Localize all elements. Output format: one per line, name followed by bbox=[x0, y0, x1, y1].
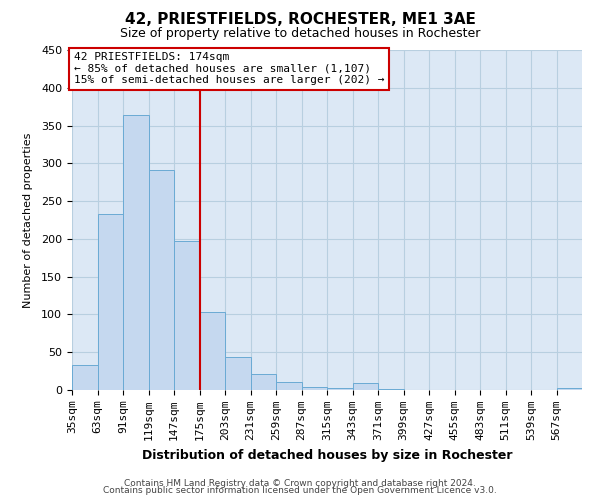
X-axis label: Distribution of detached houses by size in Rochester: Distribution of detached houses by size … bbox=[142, 448, 512, 462]
Text: Size of property relative to detached houses in Rochester: Size of property relative to detached ho… bbox=[120, 28, 480, 40]
Bar bbox=[302, 387, 327, 390]
Bar bbox=[199, 312, 225, 390]
Bar bbox=[149, 170, 174, 390]
Bar bbox=[276, 382, 302, 390]
Text: 42, PRIESTFIELDS, ROCHESTER, ME1 3AE: 42, PRIESTFIELDS, ROCHESTER, ME1 3AE bbox=[125, 12, 475, 28]
Bar bbox=[378, 389, 404, 390]
Bar bbox=[327, 388, 353, 390]
Text: Contains public sector information licensed under the Open Government Licence v3: Contains public sector information licen… bbox=[103, 486, 497, 495]
Bar bbox=[72, 365, 97, 390]
Text: Contains HM Land Registry data © Crown copyright and database right 2024.: Contains HM Land Registry data © Crown c… bbox=[124, 478, 476, 488]
Bar bbox=[97, 214, 123, 390]
Bar bbox=[557, 388, 582, 390]
Text: 42 PRIESTFIELDS: 174sqm
← 85% of detached houses are smaller (1,107)
15% of semi: 42 PRIESTFIELDS: 174sqm ← 85% of detache… bbox=[74, 52, 385, 86]
Bar bbox=[225, 357, 251, 390]
Bar bbox=[353, 383, 378, 390]
Bar bbox=[251, 374, 276, 390]
Bar bbox=[123, 115, 149, 390]
Bar bbox=[174, 241, 199, 390]
Y-axis label: Number of detached properties: Number of detached properties bbox=[23, 132, 33, 308]
